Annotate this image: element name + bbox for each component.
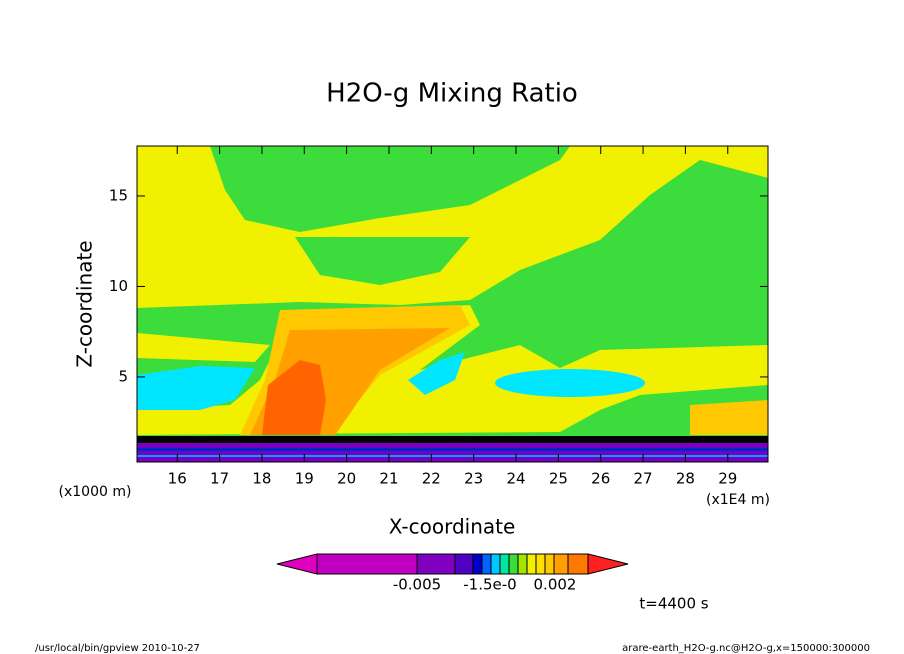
x-tick-label: 27	[634, 470, 653, 488]
x-tick-label: 21	[379, 470, 398, 488]
x-axis-label: X-coordinate	[389, 515, 516, 539]
x-tick-label: 23	[464, 470, 483, 488]
x-tick-label: 24	[506, 470, 525, 488]
y-axis-label: Z-coordinate	[73, 240, 97, 367]
y-tick-label: 10	[109, 277, 128, 295]
x-unit: (x1E4 m)	[706, 492, 770, 508]
x-tick-label: 20	[337, 470, 356, 488]
y-tick-label: 5	[118, 367, 128, 385]
footer-right: arare-earth_H2O-g.nc@H2O-g,x=150000:3000…	[622, 643, 870, 654]
x-tick-label: 29	[718, 470, 737, 488]
x-tick-label: 18	[252, 470, 271, 488]
colorbar-label: -1.5e-0	[463, 576, 516, 594]
x-tick-label: 16	[168, 470, 187, 488]
colorbar	[276, 553, 629, 575]
colorbar-label: 0.002	[534, 576, 577, 594]
y-unit: (x1000 m)	[59, 484, 132, 500]
y-tick-label: 15	[109, 186, 128, 204]
x-tick-label: 22	[422, 470, 441, 488]
chart-title: H2O-g Mixing Ratio	[326, 79, 578, 109]
colorbar-label: -0.005	[393, 576, 441, 594]
contour-field	[136, 145, 769, 463]
x-tick-label: 26	[591, 470, 610, 488]
annotation: t=4400 s	[639, 595, 708, 613]
x-tick-label: 17	[210, 470, 229, 488]
x-tick-label: 19	[295, 470, 314, 488]
x-tick-label: 28	[676, 470, 695, 488]
footer-left: /usr/local/bin/gpview 2010-10-27	[35, 643, 200, 654]
x-tick-label: 25	[549, 470, 568, 488]
